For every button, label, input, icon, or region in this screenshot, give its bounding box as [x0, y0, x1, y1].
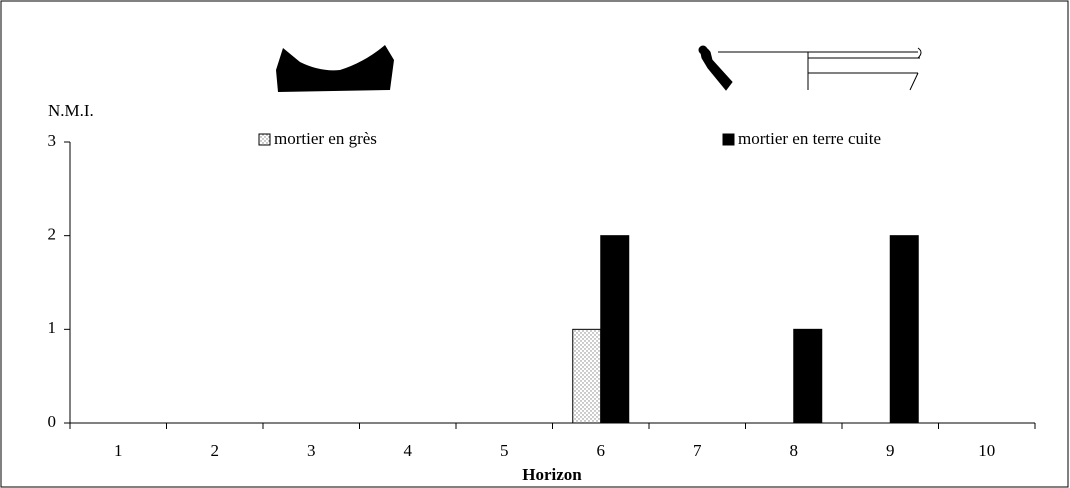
gres-icon — [276, 45, 394, 92]
y-tick-label: 1 — [48, 318, 57, 337]
x-tick-label: 7 — [693, 441, 702, 460]
x-tick-label: 10 — [978, 441, 995, 460]
x-axis-label: Horizon — [522, 465, 582, 484]
x-tick-label: 6 — [597, 441, 606, 460]
x-tick-label: 2 — [211, 441, 220, 460]
x-tick-label: 4 — [404, 441, 413, 460]
bar — [600, 235, 630, 424]
x-tick-label: 5 — [500, 441, 509, 460]
legend-swatch — [258, 133, 271, 146]
terre-cuite-icon — [698, 45, 922, 91]
legend-swatch — [722, 133, 735, 146]
y-axis-label: N.M.I. — [48, 101, 94, 120]
x-tick-label: 3 — [307, 441, 316, 460]
y-tick-label: 3 — [48, 131, 57, 150]
legend-label: mortier en grès — [274, 129, 377, 148]
bar — [793, 328, 823, 424]
y-tick-label: 2 — [48, 225, 57, 244]
y-tick-label: 0 — [48, 412, 57, 431]
bar — [889, 235, 919, 424]
legend-label: mortier en terre cuite — [738, 129, 881, 148]
x-tick-label: 1 — [114, 441, 123, 460]
x-tick-label: 8 — [790, 441, 799, 460]
bar — [572, 328, 602, 424]
x-tick-label: 9 — [886, 441, 895, 460]
